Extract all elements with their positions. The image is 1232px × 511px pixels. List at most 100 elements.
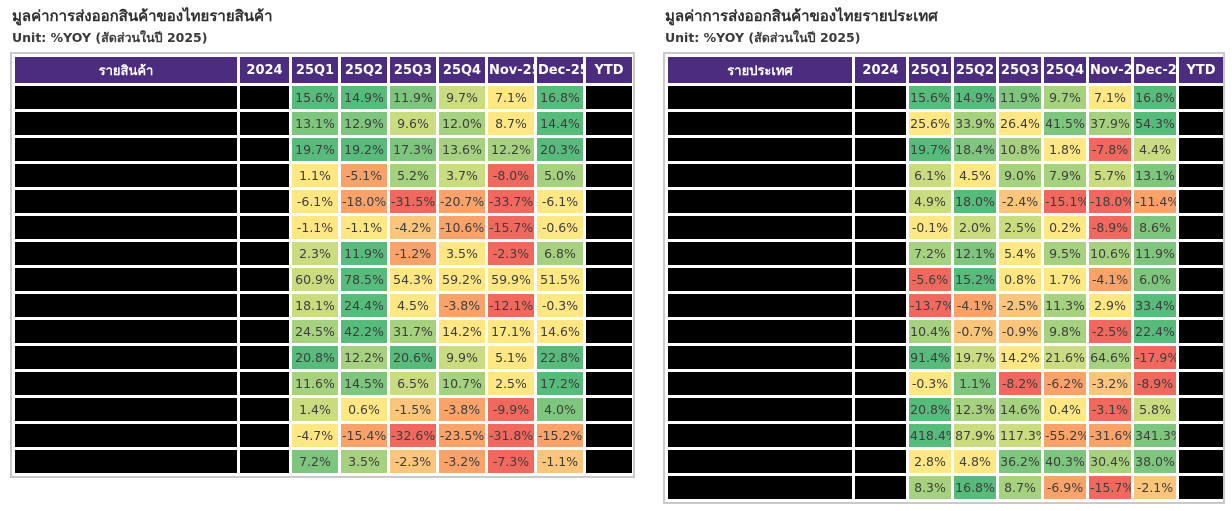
cell-ytd-redacted [586,190,632,213]
value-cell: 10.6% [1089,242,1131,265]
cell-2024-redacted [855,164,906,187]
value-cell: 12.1% [954,242,996,265]
row-label-redacted [15,112,237,135]
table-row: 11.6% 14.5% 6.5% 10.7% 2.5% 17.2% [15,372,632,395]
column-header-25q2: 25Q2 [954,57,996,83]
value-cell: 6.8% [537,242,583,265]
value-cell: 14.9% [341,86,387,109]
value-cell: -6.1% [292,190,338,213]
value-cell: -4.1% [954,294,996,317]
value-cell: 418.4% [909,424,951,447]
value-cell: 4.9% [909,190,951,213]
cell-ytd-redacted [1179,190,1223,213]
table-row: 2.8% 4.8% 36.2% 40.3% 30.4% 38.0% [668,450,1223,473]
value-cell: 0.6% [341,398,387,421]
row-label-redacted [668,476,852,499]
row-label-redacted [15,138,237,161]
value-cell: 1.7% [1044,268,1086,291]
cell-2024-redacted [240,424,289,447]
cell-ytd-redacted [1179,86,1223,109]
value-cell: 78.5% [341,268,387,291]
row-label-redacted [15,424,237,447]
value-cell: 64.6% [1089,346,1131,369]
value-cell: 38.0% [1134,450,1176,473]
cell-ytd-redacted [586,346,632,369]
cell-2024-redacted [855,372,906,395]
value-cell: -10.6% [439,216,485,239]
value-cell: -3.1% [1089,398,1131,421]
value-cell: 24.5% [292,320,338,343]
value-cell: 13.1% [292,112,338,135]
value-cell: 2.3% [292,242,338,265]
value-cell: 15.6% [292,86,338,109]
cell-2024-redacted [240,346,289,369]
value-cell: -8.0% [488,164,534,187]
cell-2024-redacted [855,450,906,473]
table-row: 1.4% 0.6% -1.5% -3.8% -9.9% 4.0% [15,398,632,421]
cell-ytd-redacted [1179,242,1223,265]
cell-ytd-redacted [1179,294,1223,317]
value-cell: 10.4% [909,320,951,343]
cell-2024-redacted [240,320,289,343]
value-cell: 9.7% [1044,86,1086,109]
value-cell: 16.8% [1134,86,1176,109]
column-header-25q3: 25Q3 [390,57,436,83]
row-label-redacted [668,346,852,369]
cell-ytd-redacted [1179,268,1223,291]
cell-2024-redacted [240,242,289,265]
row-label-redacted [668,242,852,265]
value-cell: -1.2% [390,242,436,265]
value-cell: 6.0% [1134,268,1176,291]
row-label-redacted [668,268,852,291]
table-row: 25.6% 33.9% 26.4% 41.5% 37.9% 54.3% [668,112,1223,135]
row-label-redacted [668,164,852,187]
value-cell: 14.4% [537,112,583,135]
value-cell: -8.9% [1089,216,1131,239]
value-cell: 14.6% [999,398,1041,421]
cell-2024-redacted [240,268,289,291]
table-row: -0.1% 2.0% 2.5% 0.2% -8.9% 8.6% [668,216,1223,239]
cell-ytd-redacted [586,86,632,109]
value-cell: 18.1% [292,294,338,317]
row-label-redacted [668,398,852,421]
table-row: 24.5% 42.2% 31.7% 14.2% 17.1% 14.6% [15,320,632,343]
value-cell: -0.9% [999,320,1041,343]
value-cell: 11.6% [292,372,338,395]
value-cell: 16.8% [954,476,996,499]
table-row: 2.3% 11.9% -1.2% 3.5% -2.3% 6.8% [15,242,632,265]
column-header-ytd: YTD [1179,57,1223,83]
value-cell: 13.6% [439,138,485,161]
value-cell: 2.9% [1089,294,1131,317]
cell-2024-redacted [240,450,289,473]
value-cell: -3.2% [1089,372,1131,395]
value-cell: 11.9% [1134,242,1176,265]
value-cell: 20.3% [537,138,583,161]
value-cell: 4.5% [390,294,436,317]
table-frame: รายสินค้า202425Q125Q225Q325Q4Nov-25Dec-2… [10,52,635,478]
value-cell: 0.2% [1044,216,1086,239]
value-cell: -15.7% [488,216,534,239]
value-cell: -15.2% [537,424,583,447]
column-header-ytd: YTD [586,57,632,83]
header-row: รายสินค้า202425Q125Q225Q325Q4Nov-25Dec-2… [15,57,632,83]
value-cell: -0.6% [537,216,583,239]
row-label-redacted [15,242,237,265]
value-cell: -0.3% [909,372,951,395]
value-cell: 20.8% [909,398,951,421]
value-cell: 37.9% [1089,112,1131,135]
value-cell: 19.7% [954,346,996,369]
cell-ytd-redacted [586,112,632,135]
header-row: รายประเทศ202425Q125Q225Q325Q4Nov-25Dec-2… [668,57,1223,83]
value-cell: -15.7% [1089,476,1131,499]
table-row: 20.8% 12.3% 14.6% 0.4% -3.1% 5.8% [668,398,1223,421]
cell-ytd-redacted [1179,138,1223,161]
value-cell: -1.1% [537,450,583,473]
value-cell: 30.4% [1089,450,1131,473]
row-label-redacted [15,294,237,317]
cell-ytd-redacted [586,138,632,161]
unit-label: Unit: %YOY (สัดส่วนในปี 2025) [12,30,208,45]
value-cell: 1.1% [954,372,996,395]
value-cell: -2.4% [999,190,1041,213]
value-cell: 54.3% [390,268,436,291]
cell-2024-redacted [855,190,906,213]
